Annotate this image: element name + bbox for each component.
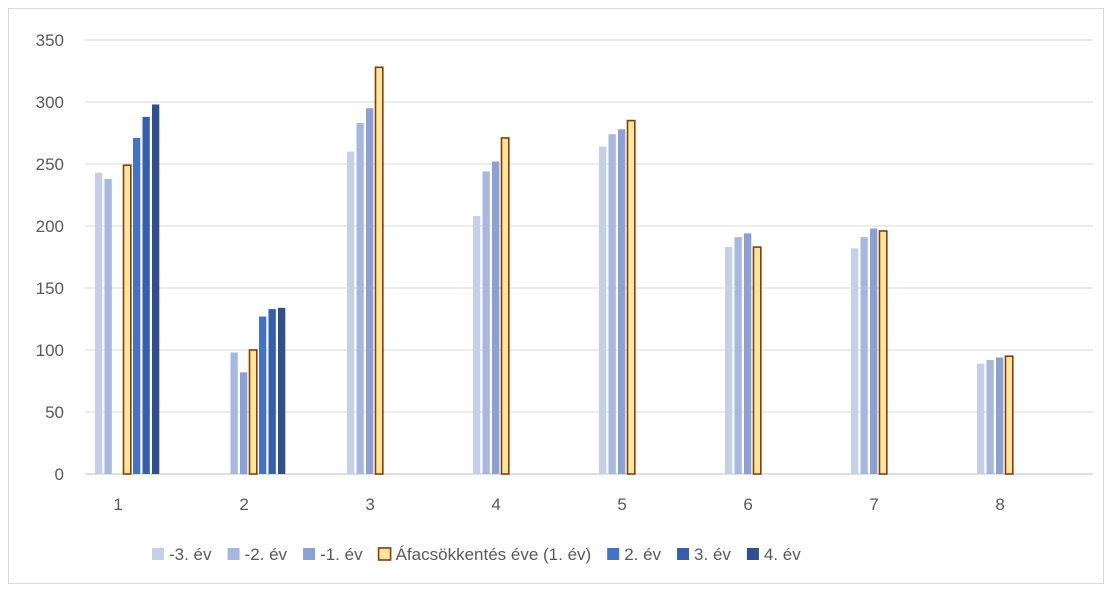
bar [986,359,994,474]
legend-swatch [152,548,164,560]
bar [278,307,286,474]
y-tick-label: 300 [36,93,64,112]
legend-label: 3. év [694,545,731,564]
legend-label: -3. év [169,545,212,564]
bar [240,372,248,474]
x-tick-label: 1 [113,495,122,514]
bar [725,247,733,474]
bar [860,237,868,474]
bar [996,357,1004,474]
legend-label: Áfacsökkentés éve (1. év) [396,545,592,564]
bar [268,309,276,474]
x-tick-label: 6 [743,495,752,514]
x-tick-label: 2 [239,495,248,514]
bar [347,151,355,474]
chart-frame [8,8,1104,584]
bar [492,161,500,474]
bar [744,233,752,474]
bar [366,108,374,474]
bar [473,216,481,474]
legend-swatch [746,548,759,560]
legend-swatch [227,548,240,560]
bar [95,172,103,474]
bar [356,123,364,474]
y-tick-label: 50 [45,403,64,422]
legend-swatch [377,547,392,561]
bar [500,137,510,475]
bar [599,146,607,474]
legend-label: -2. év [245,545,288,564]
bar [752,246,762,475]
bar [104,178,112,474]
bar [618,129,626,474]
legend-swatch [677,548,690,560]
legend-swatch [303,548,316,560]
y-tick-label: 350 [36,31,64,50]
bar [608,134,616,475]
bar [734,237,742,474]
bar [230,352,238,474]
x-tick-label: 5 [617,495,626,514]
bar [851,248,859,474]
bar [122,164,132,475]
y-tick-label: 0 [55,465,64,484]
legend-label: 2. év [624,545,661,564]
bar [259,316,267,474]
bar [870,228,878,474]
bar [977,363,985,474]
legend-label: 4. év [764,545,801,564]
y-tick-label: 150 [36,279,64,298]
bar [1004,355,1014,475]
y-tick-label: 200 [36,217,64,236]
bar [152,104,160,474]
x-tick-label: 8 [995,495,1004,514]
bar [133,137,141,474]
x-tick-label: 4 [491,495,500,514]
legend-swatch [607,548,620,560]
bar [626,119,636,475]
x-tick-label: 7 [869,495,878,514]
bar [482,171,490,474]
y-tick-label: 100 [36,341,64,360]
bar [142,116,150,474]
legend-label: -1. év [320,545,363,564]
x-tick-label: 3 [365,495,374,514]
y-tick-label: 250 [36,155,64,174]
bar [374,66,384,475]
bar [878,230,888,475]
bar [248,349,258,475]
